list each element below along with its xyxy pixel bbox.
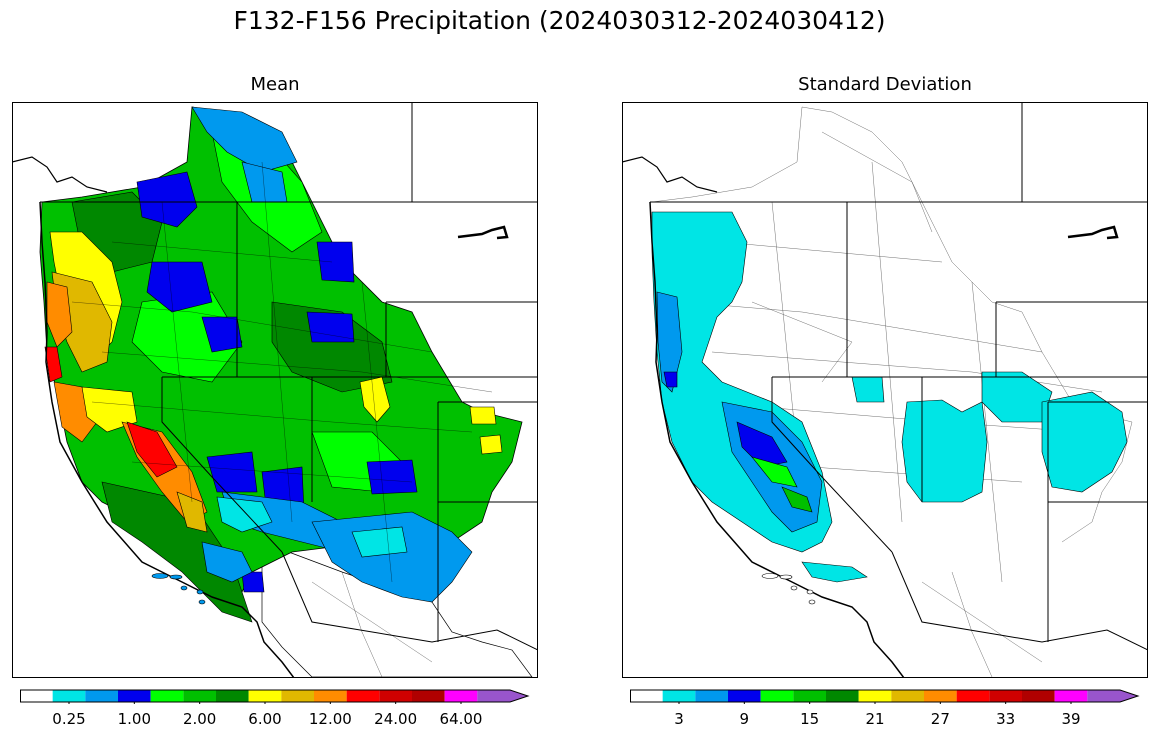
colorbar-tick-label: 6.00: [248, 710, 282, 728]
basin-region-cyan-1: [216, 496, 273, 533]
coastline-north: [12, 156, 108, 193]
colorbar-tick-label: 39: [1061, 710, 1081, 728]
coastline-north: [622, 156, 718, 193]
std-panel-title: Standard Deviation: [798, 74, 972, 95]
colorbar-tick-label: 15: [800, 710, 820, 728]
colorbar-segment: [85, 690, 118, 702]
colorbar-segment: [412, 690, 445, 702]
basin-region-red-sierra: [126, 421, 178, 478]
std-region-cyan-east-2: [901, 399, 988, 503]
basin-region-blue-3: [201, 316, 243, 353]
std-region-blue-coast-2: [663, 371, 678, 388]
coastline: [39, 201, 295, 678]
basin-region-yellow-east-2: [469, 406, 497, 425]
colorbar-segment: [150, 690, 184, 702]
std-region-cyan-east-4: [1041, 391, 1128, 493]
colorbar-tick-label: 21: [865, 710, 885, 728]
colorbar-segment: [630, 690, 663, 702]
colorbar-tick-label: 12.00: [308, 710, 352, 728]
colorbar-tick-label: 27: [930, 710, 950, 728]
colorbar-segment: [760, 690, 794, 702]
colorbar-tick-label: 64.00: [439, 710, 483, 728]
colorbar-segment: [662, 690, 696, 702]
colorbar-segment: [956, 690, 990, 702]
colorbar-segment: [183, 690, 216, 702]
colorbar-tick-label: 0.25: [52, 710, 86, 728]
colorbar-tick-label: 9: [739, 710, 750, 728]
colorbar-tick-label: 24.00: [374, 710, 418, 728]
colorbar-segment: [314, 690, 347, 702]
basin-region-blue-5: [306, 311, 355, 343]
colorbar-segment: [52, 690, 86, 702]
std-precipitation-map: [622, 102, 1148, 678]
colorbar-outline: [630, 689, 1140, 703]
colorbar-segment: [1022, 690, 1055, 702]
basin-region-lightblue-5: [201, 541, 253, 583]
mean-panel-title: Mean: [250, 74, 300, 95]
colorbar-segment: [118, 690, 151, 702]
std-region-green-sierra: [751, 456, 798, 488]
colorbar-segment: [379, 690, 412, 702]
mean-colorbar: [20, 689, 530, 704]
basin-region-blue-9: [241, 571, 265, 593]
mean-precipitation-map: [12, 102, 538, 678]
colorbar-segment: [891, 690, 924, 702]
basin-region-gold-sierra: [176, 491, 208, 533]
colorbar-segment: [1054, 690, 1088, 702]
colorbar-tick-label: 2.00: [182, 710, 217, 728]
colorbar-tick-label: 1.00: [117, 710, 152, 728]
basin-region-bright-green-2: [131, 291, 243, 383]
basin-region-cyan-2: [351, 526, 408, 558]
colorbar-tick-label: 3: [674, 710, 684, 728]
std-region-green-sierra-2: [781, 486, 813, 513]
basin-region-blue-2: [146, 261, 213, 313]
colorbar-outline: [20, 689, 530, 703]
basin-region-yellow-east-1: [359, 376, 391, 423]
colorbar-segment: [826, 690, 859, 702]
basin-region-blue-4: [316, 241, 355, 283]
basin-region-yellow-coast-2: [81, 386, 138, 433]
std-colorbar: [630, 689, 1140, 704]
basin-region-blue-6: [206, 451, 258, 493]
basin-region-red-coast: [44, 346, 63, 383]
colorbar-segment: [793, 690, 826, 702]
colorbar-segment: [248, 690, 282, 702]
colorbar-segment: [1087, 690, 1138, 702]
basin-region-lightblue-4: [311, 511, 473, 603]
lake: [457, 225, 509, 240]
std-region-cyan-east-1: [851, 376, 885, 403]
colorbar-segment: [989, 690, 1022, 702]
colorbar-segment: [20, 690, 53, 702]
lake: [1067, 225, 1119, 240]
basin-region-blue-1: [136, 171, 198, 228]
basin-region-blue-8: [366, 459, 418, 495]
colorbar-segment: [728, 690, 761, 702]
colorbar-segment: [477, 690, 528, 702]
colorbar-tick-label: 33: [996, 710, 1016, 728]
coastline: [649, 201, 905, 678]
std-region-lightblue-coast: [656, 291, 683, 393]
colorbar-segment: [216, 690, 249, 702]
colorbar-segment: [695, 690, 728, 702]
colorbar-segment: [858, 690, 892, 702]
colorbar-segment: [281, 690, 314, 702]
basin-region-yellow-east-3: [479, 434, 503, 455]
colorbar-segment: [444, 690, 478, 702]
colorbar-segment: [346, 690, 380, 702]
colorbar-segment: [924, 690, 957, 702]
figure-title: F132-F156 Precipitation (2024030312-2024…: [233, 6, 886, 35]
basin-region-lightblue-1: [191, 106, 298, 173]
std-region-cyan-south: [801, 561, 868, 583]
